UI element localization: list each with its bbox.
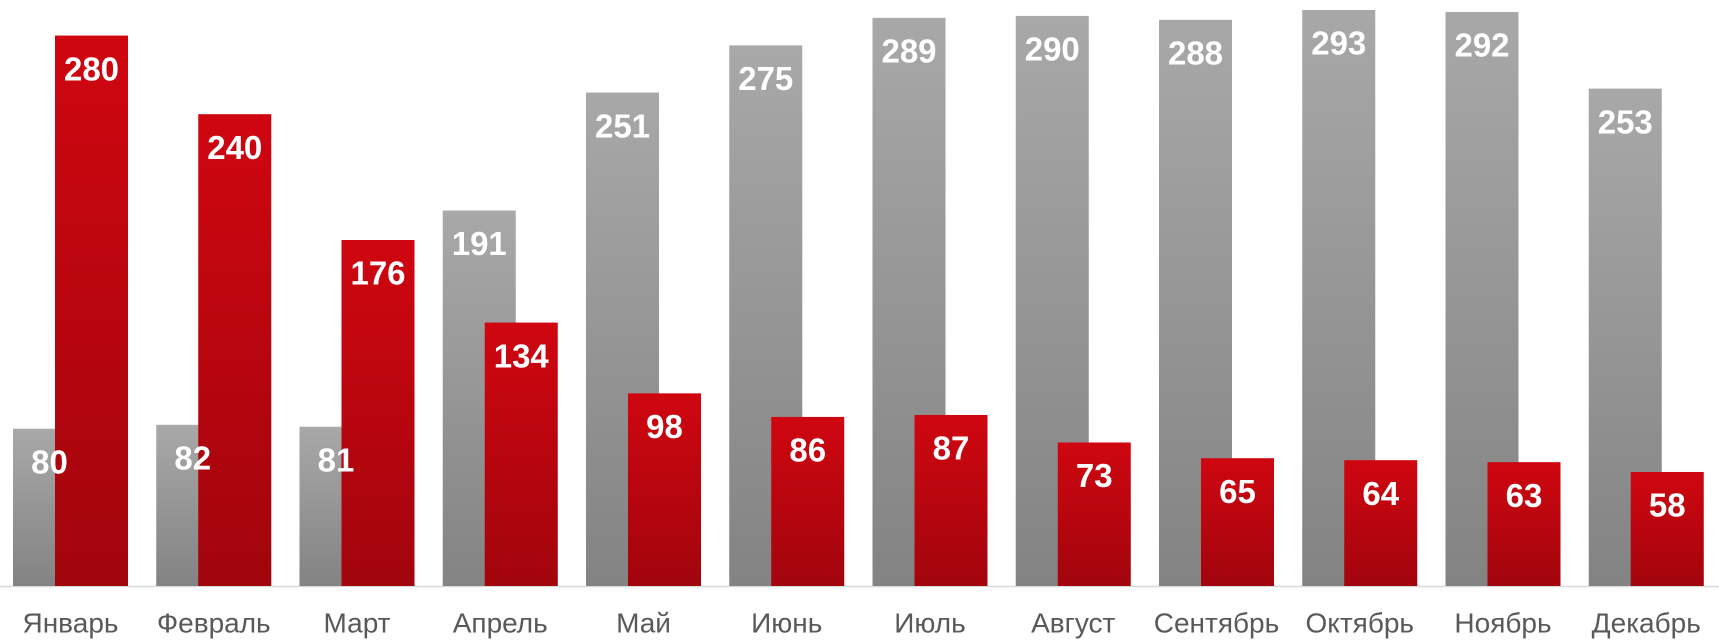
value-label: 81 [318, 441, 355, 478]
value-label: 288 [1168, 35, 1223, 72]
x-tick-label: Июль [894, 607, 965, 638]
value-label: 275 [738, 60, 793, 97]
value-label: 290 [1025, 31, 1080, 68]
bar-shade [1201, 458, 1274, 586]
value-label: 58 [1649, 487, 1686, 524]
value-label: 289 [881, 33, 936, 70]
bar-shade [1630, 471, 1704, 586]
value-label: 73 [1076, 457, 1113, 494]
bar-shade [341, 240, 415, 586]
value-label: 251 [595, 107, 650, 144]
value-label: 87 [933, 430, 970, 467]
value-label: 98 [646, 408, 683, 445]
value-label: 64 [1362, 475, 1399, 512]
value-label: 191 [452, 225, 507, 262]
x-tick-label: Ноябрь [1454, 607, 1551, 638]
x-tick-label: Август [1031, 607, 1115, 638]
bar-shade [198, 114, 272, 586]
value-label: 292 [1454, 27, 1509, 64]
x-tick-label: Апрель [453, 607, 548, 638]
bar-shade [55, 35, 128, 586]
x-tick-label: Июнь [751, 607, 822, 638]
x-tick-label: Январь [23, 607, 119, 638]
bar-shade [771, 416, 845, 586]
value-label: 293 [1311, 25, 1366, 62]
value-label: 280 [64, 50, 119, 87]
x-tick-label: Сентябрь [1154, 607, 1279, 638]
x-tick-label: Май [616, 607, 671, 638]
bar-shade [1344, 460, 1418, 586]
bar-shade [628, 393, 701, 586]
value-label: 65 [1219, 473, 1256, 510]
bar-shade [1057, 442, 1131, 586]
value-label: 176 [350, 255, 405, 292]
value-label: 86 [789, 432, 826, 469]
value-label: 253 [1598, 103, 1653, 140]
value-label: 134 [494, 337, 550, 374]
bar-shade [914, 414, 988, 586]
value-label: 82 [174, 440, 211, 477]
value-label: 240 [207, 129, 262, 166]
value-label: 80 [31, 443, 68, 480]
bar-shade [1487, 462, 1561, 586]
value-label: 63 [1506, 477, 1543, 514]
x-tick-label: Март [324, 607, 391, 638]
bar-shade [484, 322, 558, 586]
x-tick-label: Октябрь [1305, 607, 1414, 638]
x-tick-label: Декабрь [1592, 607, 1701, 638]
x-tick-label: Февраль [157, 607, 271, 638]
